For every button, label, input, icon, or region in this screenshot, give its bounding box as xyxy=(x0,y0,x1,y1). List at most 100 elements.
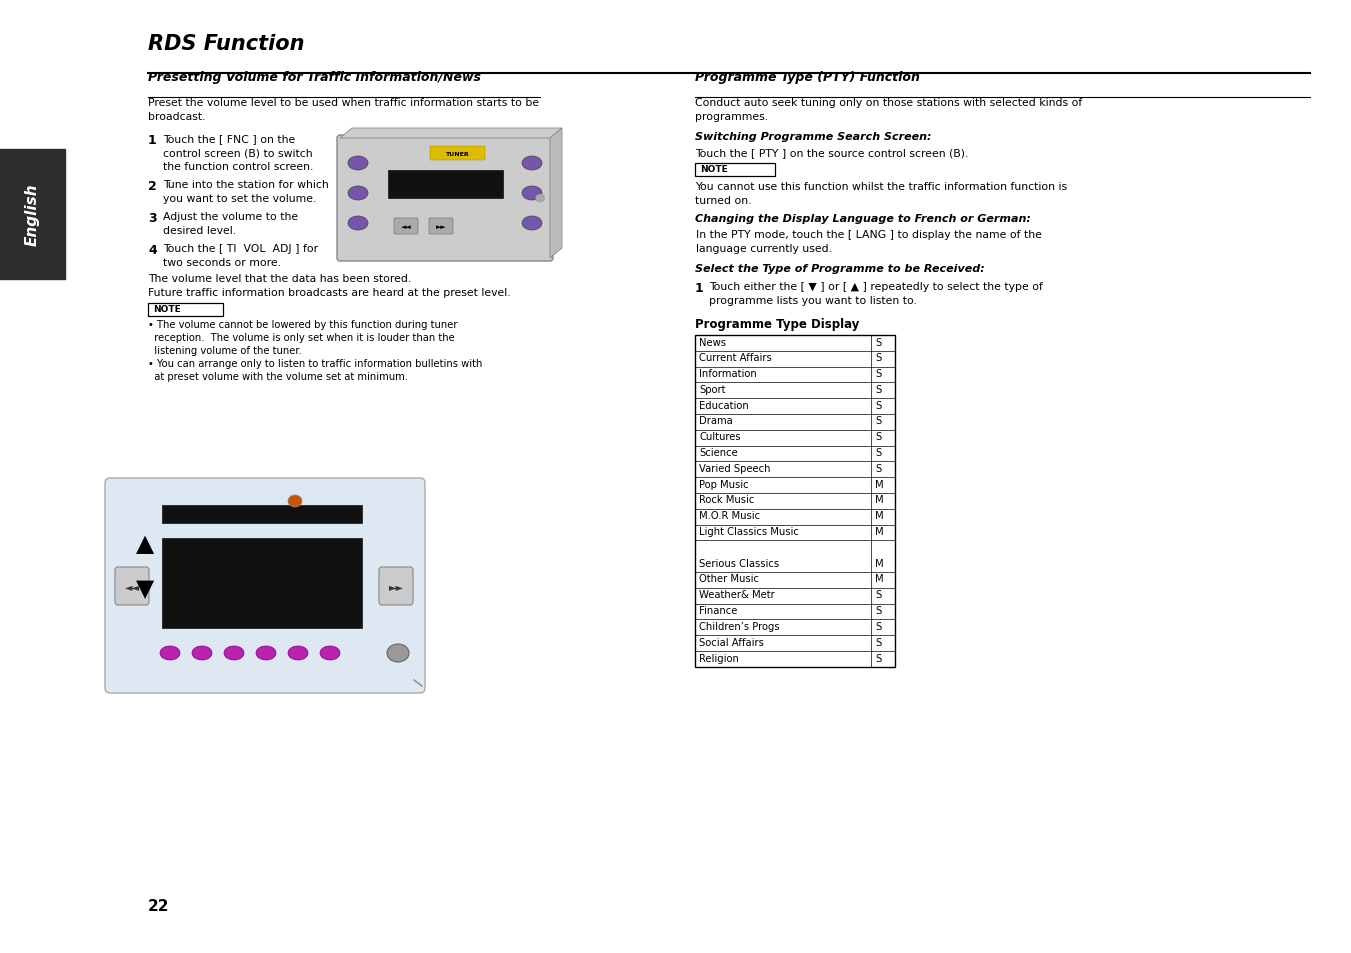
Text: Finance: Finance xyxy=(698,605,738,616)
Text: 3: 3 xyxy=(149,212,157,225)
Text: ▲: ▲ xyxy=(136,532,154,556)
Text: TUNER: TUNER xyxy=(444,152,469,156)
Text: control screen (B) to switch: control screen (B) to switch xyxy=(163,148,312,158)
Polygon shape xyxy=(340,129,562,139)
Text: Programme Type Display: Programme Type Display xyxy=(694,317,859,331)
Text: Science: Science xyxy=(698,448,738,457)
Text: S: S xyxy=(875,369,881,378)
Bar xyxy=(694,335,894,667)
Text: ►►: ►► xyxy=(389,581,404,592)
Text: M: M xyxy=(875,574,884,584)
Text: 1: 1 xyxy=(694,282,704,294)
Bar xyxy=(388,171,503,199)
Text: Information: Information xyxy=(698,369,757,378)
Ellipse shape xyxy=(521,157,542,171)
Text: NOTE: NOTE xyxy=(700,165,728,173)
Text: S: S xyxy=(875,590,881,599)
Bar xyxy=(430,147,485,161)
Bar xyxy=(162,505,362,523)
Text: • You can arrange only to listen to traffic information bulletins with: • You can arrange only to listen to traf… xyxy=(149,358,482,369)
Text: turned on.: turned on. xyxy=(694,195,751,206)
Text: S: S xyxy=(875,353,881,363)
Text: Select the Type of Programme to be Received:: Select the Type of Programme to be Recei… xyxy=(694,264,985,274)
FancyBboxPatch shape xyxy=(380,567,413,605)
Text: Children’s Progs: Children’s Progs xyxy=(698,621,780,631)
Text: you want to set the volume.: you want to set the volume. xyxy=(163,193,316,204)
Text: language currently used.: language currently used. xyxy=(696,244,832,253)
FancyBboxPatch shape xyxy=(115,567,149,605)
Text: two seconds or more.: two seconds or more. xyxy=(163,257,281,268)
Text: S: S xyxy=(875,621,881,631)
FancyBboxPatch shape xyxy=(105,478,426,693)
Text: S: S xyxy=(875,337,881,347)
Text: Religion: Religion xyxy=(698,653,739,662)
Text: Weather& Metr: Weather& Metr xyxy=(698,590,774,599)
Text: 4: 4 xyxy=(149,244,157,256)
Text: M: M xyxy=(875,479,884,489)
Text: S: S xyxy=(875,384,881,395)
FancyBboxPatch shape xyxy=(394,219,417,234)
Text: Other Music: Other Music xyxy=(698,574,759,584)
Text: S: S xyxy=(875,448,881,457)
Text: 1: 1 xyxy=(149,133,157,147)
Ellipse shape xyxy=(288,496,303,507)
Ellipse shape xyxy=(255,646,276,660)
Text: Touch the [ FNC ] on the: Touch the [ FNC ] on the xyxy=(163,133,296,144)
Ellipse shape xyxy=(320,646,340,660)
Text: at preset volume with the volume set at minimum.: at preset volume with the volume set at … xyxy=(149,372,408,381)
Text: M: M xyxy=(875,511,884,520)
Ellipse shape xyxy=(224,646,245,660)
Text: ◄◄: ◄◄ xyxy=(124,581,139,592)
Text: In the PTY mode, touch the [ LANG ] to display the name of the: In the PTY mode, touch the [ LANG ] to d… xyxy=(696,230,1042,240)
Text: RDS Function: RDS Function xyxy=(149,34,304,54)
Text: S: S xyxy=(875,432,881,442)
Text: Touch either the [ ▼ ] or [ ▲ ] repeatedly to select the type of: Touch either the [ ▼ ] or [ ▲ ] repeated… xyxy=(709,282,1043,292)
Ellipse shape xyxy=(349,216,367,231)
Text: Adjust the volume to the: Adjust the volume to the xyxy=(163,212,299,222)
Ellipse shape xyxy=(521,187,542,201)
Text: The volume level that the data has been stored.: The volume level that the data has been … xyxy=(149,274,411,284)
Text: M: M xyxy=(875,558,884,568)
Text: Serious Classics: Serious Classics xyxy=(698,558,780,568)
Ellipse shape xyxy=(192,646,212,660)
Ellipse shape xyxy=(349,187,367,201)
Text: • The volume cannot be lowered by this function during tuner: • The volume cannot be lowered by this f… xyxy=(149,319,458,330)
Ellipse shape xyxy=(349,157,367,171)
Text: You cannot use this function whilst the traffic information function is: You cannot use this function whilst the … xyxy=(694,182,1067,192)
Bar xyxy=(0,150,65,280)
Text: Sport: Sport xyxy=(698,384,725,395)
Text: English: English xyxy=(26,184,41,246)
Text: News: News xyxy=(698,337,725,347)
Text: reception.  The volume is only set when it is louder than the: reception. The volume is only set when i… xyxy=(149,333,455,343)
Text: 22: 22 xyxy=(149,898,169,913)
FancyBboxPatch shape xyxy=(336,136,553,262)
Text: Programme Type (PTY) Function: Programme Type (PTY) Function xyxy=(694,71,920,84)
Text: Cultures: Cultures xyxy=(698,432,740,442)
Text: S: S xyxy=(875,416,881,426)
Bar xyxy=(694,164,775,177)
Text: S: S xyxy=(875,605,881,616)
Text: Pop Music: Pop Music xyxy=(698,479,748,489)
Bar xyxy=(162,538,362,628)
Text: Switching Programme Search Screen:: Switching Programme Search Screen: xyxy=(694,132,931,142)
FancyBboxPatch shape xyxy=(430,219,453,234)
Text: Education: Education xyxy=(698,400,748,411)
Bar xyxy=(149,304,223,316)
Text: Varied Speech: Varied Speech xyxy=(698,463,770,474)
Text: S: S xyxy=(875,653,881,662)
Text: Touch the [ PTY ] on the source control screen (B).: Touch the [ PTY ] on the source control … xyxy=(694,148,969,158)
Text: programme lists you want to listen to.: programme lists you want to listen to. xyxy=(709,295,917,306)
Text: S: S xyxy=(875,400,881,411)
Text: ►►: ►► xyxy=(435,224,446,230)
Text: listening volume of the tuner.: listening volume of the tuner. xyxy=(149,346,301,355)
Text: Rock Music: Rock Music xyxy=(698,495,754,505)
Text: Social Affairs: Social Affairs xyxy=(698,637,763,647)
Text: M.O.R Music: M.O.R Music xyxy=(698,511,761,520)
Ellipse shape xyxy=(288,646,308,660)
Text: programmes.: programmes. xyxy=(694,112,769,122)
Text: the function control screen.: the function control screen. xyxy=(163,162,313,172)
Text: Preset the volume level to be used when traffic information starts to be: Preset the volume level to be used when … xyxy=(149,98,539,108)
Text: S: S xyxy=(875,637,881,647)
Text: 2: 2 xyxy=(149,180,157,193)
Text: desired level.: desired level. xyxy=(163,226,236,235)
